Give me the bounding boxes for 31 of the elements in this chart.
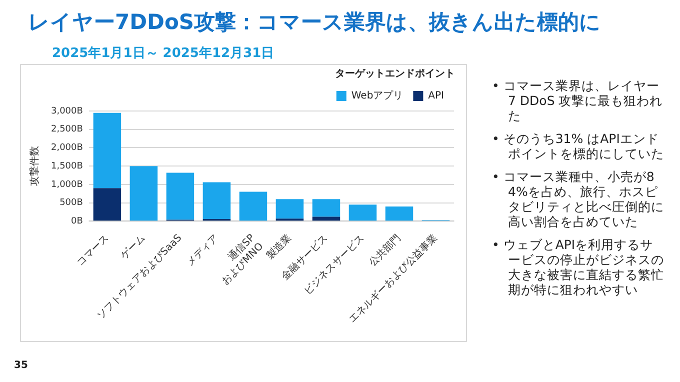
y-tick-label: 3,000B [50,106,83,116]
text: • ウェブとAPIを利用するサービスの停止がビジネスの大きな被害に直結する繁忙期が特に狙われやすい [492,237,664,297]
bar [312,199,340,217]
text: 35 [14,360,28,371]
y-tick-label: 0B [71,216,83,227]
legend-label: API [428,90,444,102]
bar [166,172,194,220]
y-tick-label: 1,500B [50,161,83,172]
text: • そのうち31% はAPIエンドポイントを標的にしていた [492,131,664,161]
bar [93,188,122,221]
y-tick-label: 2,500B [50,124,83,135]
x-tick-label: メディア [184,232,221,269]
y-tick-label: 500B [60,198,83,208]
bar [348,204,377,221]
text: • コマース業種中、小売が84%を占め、旅行、ホスピタビリティと比べ圧倒的に高い割合を占めていた [492,169,664,229]
bar [385,206,414,221]
bar [93,112,122,188]
bar [239,192,268,221]
chart-subtitle: 2025年1月1日～ 2025年12月31日 [52,45,274,62]
chart-title: レイヤー7DDoS攻撃：コマース業界は、抜きん出た標的に [28,9,602,36]
bar [130,166,158,221]
x-tick-label: 製造業 [264,232,294,262]
text: • コマース業界は、レイヤー7 DDoS 攻撃に最も狙われた [492,78,664,123]
legend-label: Webアプリ [351,90,404,102]
x-tick-label: ゲーム [118,232,148,262]
bar [202,182,231,219]
y-tick-label: 2,000B [50,143,83,154]
x-tick-label: コマース [75,232,112,269]
y-axis-title: 攻撃件数 [28,146,41,186]
y-tick-label: 1,000B [50,180,83,190]
bar [276,199,304,219]
